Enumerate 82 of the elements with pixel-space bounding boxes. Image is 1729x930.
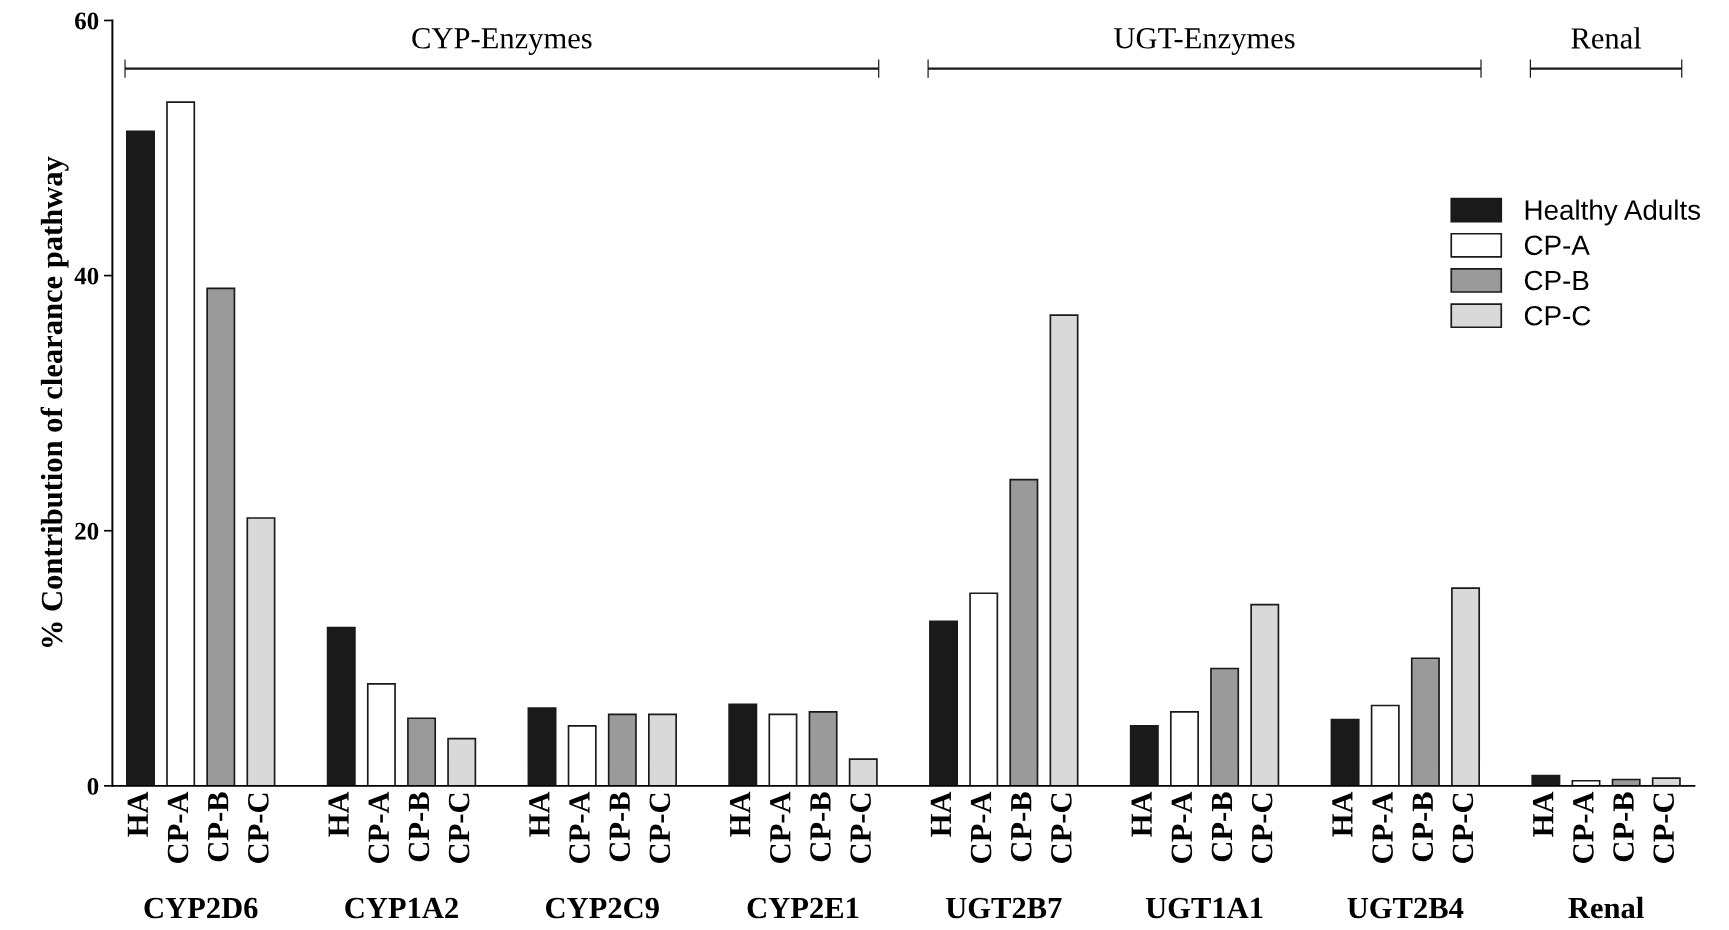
text: CYP2D6 <box>144 897 258 919</box>
x-tick-label: HA <box>1131 791 1152 837</box>
x-tick-label: HA <box>1332 791 1353 837</box>
x-tick-label: CP-C <box>448 793 470 863</box>
bar <box>366 682 396 786</box>
text: UGT2B4 <box>1347 897 1464 919</box>
x-tick-label: CP-B <box>207 792 229 862</box>
bar <box>1330 718 1360 786</box>
bar <box>1129 725 1159 786</box>
bar <box>607 713 637 786</box>
bar <box>206 287 236 786</box>
text: UGT1A1 <box>1145 897 1263 919</box>
bar <box>1531 774 1561 786</box>
x-tick-label: CP-B <box>609 792 630 862</box>
x-tick-label: CP-A <box>1171 791 1193 863</box>
bar <box>929 620 959 786</box>
bar <box>808 711 838 786</box>
x-tick-label: CP-A <box>1573 791 1594 863</box>
bar <box>848 758 878 786</box>
x-tick-label: HA <box>328 791 349 837</box>
x-tick-label: CP-A <box>368 791 390 863</box>
x-tick-label: CP-C <box>248 793 269 863</box>
x-tick-label: CP-A <box>167 791 189 863</box>
x-tick-label: CP-A <box>770 791 791 863</box>
x-tick-label: CP-A <box>1372 791 1393 863</box>
bar <box>1169 711 1199 786</box>
bar <box>326 626 356 786</box>
legend-label: Healthy Adults <box>1525 199 1701 226</box>
x-tick-label: CP-C <box>1251 793 1273 863</box>
bar <box>647 713 677 786</box>
bar <box>1009 478 1039 786</box>
x-tick-label: CP-B <box>408 792 430 862</box>
bar <box>527 707 557 786</box>
y-tick-label: 0 <box>87 777 99 795</box>
y-axis-title: % Contribution of clearance pathway <box>40 156 69 647</box>
bar <box>1210 667 1240 786</box>
bar <box>1410 657 1440 786</box>
x-tick-label: CP-B <box>810 792 831 862</box>
annotation: UGT-Enzymes <box>1114 28 1295 55</box>
x-tick-label: HA <box>127 791 148 837</box>
x-tick-label: CP-C <box>649 793 671 863</box>
x-tick-label: HA <box>930 791 951 837</box>
text: CYP2C9 <box>546 897 659 919</box>
x-tick-label: CP-A <box>970 791 992 863</box>
y-tick-label: 60 <box>75 12 99 30</box>
x-tick-label: CP-B <box>1613 792 1634 862</box>
legend-label: CP-C <box>1524 305 1591 326</box>
bar <box>969 592 999 786</box>
text: UGT2B7 <box>945 897 1062 919</box>
x-tick-label: CP-B <box>1412 792 1434 862</box>
x-tick-label: CP-C <box>1051 793 1072 863</box>
y-tick-label: 20 <box>75 522 99 540</box>
bar <box>1370 704 1400 786</box>
bar <box>447 737 477 786</box>
bar <box>1451 587 1481 786</box>
text: CYP2E1 <box>747 897 859 919</box>
y-tick-label: 40 <box>74 267 99 285</box>
bar <box>1651 777 1681 786</box>
annotation: CYP-Enzymes <box>412 28 592 55</box>
x-tick-label: HA <box>529 791 550 837</box>
bar <box>728 703 758 786</box>
bar <box>166 101 196 786</box>
bar <box>407 717 437 786</box>
text: CYP1A2 <box>345 897 458 919</box>
x-tick-label: CP-C <box>850 793 871 863</box>
x-tick-label: CP-B <box>1211 792 1233 862</box>
x-tick-label: CP-B <box>1010 792 1032 862</box>
x-tick-label: CP-A <box>569 791 590 863</box>
bar <box>1049 314 1079 786</box>
x-tick-label: CP-C <box>1452 793 1474 863</box>
bar <box>126 130 155 786</box>
legend-label: CP-A <box>1524 235 1590 256</box>
bar <box>567 725 597 786</box>
legend-label: CP-B <box>1524 270 1589 291</box>
bar <box>1250 603 1280 786</box>
bar <box>246 517 276 786</box>
x-tick-label: HA <box>729 791 751 837</box>
bar <box>768 713 798 786</box>
annotation: Renal <box>1571 27 1642 49</box>
text: Renal <box>1568 896 1644 919</box>
x-tick-label: HA <box>1533 791 1554 837</box>
x-tick-label: CP-C <box>1653 793 1674 863</box>
